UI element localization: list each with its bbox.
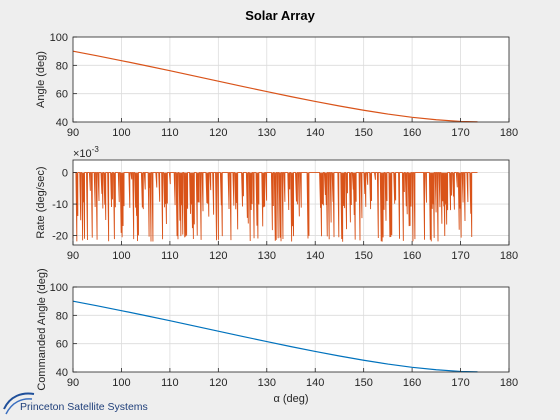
y-tick-label: -10	[52, 199, 68, 211]
y-tick-label: 80	[56, 60, 68, 72]
y-tick-label: 60	[56, 89, 68, 101]
x-tick-label: 130	[258, 250, 276, 262]
logo-text: Princeton Satellite Systems	[20, 401, 148, 413]
x-tick-label: 120	[209, 127, 227, 139]
rate-plot: 90 100 110 120 130 140 150 160 170 180 -20 -10 0 Rate…	[35, 145, 518, 262]
y-tick-label: -20	[52, 231, 68, 243]
x-tick-label: 100	[112, 250, 130, 262]
x-tick-label: 170	[451, 377, 469, 389]
x-tick-label: 90	[67, 127, 79, 139]
x-tick-label: 170	[451, 250, 469, 262]
y-tick-label: 60	[56, 339, 68, 351]
x-tick-label: 90	[67, 377, 79, 389]
x-tick-label: 150	[354, 250, 372, 262]
x-tick-label: 160	[403, 127, 421, 139]
y-tick-label: 100	[50, 32, 68, 44]
x-tick-label: 180	[500, 377, 518, 389]
x-tick-label: 140	[306, 377, 324, 389]
x-axis-label: α (deg)	[273, 393, 308, 405]
y-exponent-power: -3	[92, 145, 100, 154]
x-tick-label: 110	[161, 250, 179, 262]
x-tick-label: 140	[306, 127, 324, 139]
y-tick-label: 80	[56, 310, 68, 322]
x-tick-label: 120	[209, 377, 227, 389]
x-tick-label: 170	[451, 127, 469, 139]
y-tick-label: 0	[62, 168, 68, 180]
x-tick-label: 150	[354, 127, 372, 139]
x-tick-label: 180	[500, 127, 518, 139]
x-tick-label: 160	[403, 377, 421, 389]
x-tick-label: 110	[161, 377, 179, 389]
y-tick-label: 40	[56, 117, 68, 129]
y-tick-label: 100	[50, 282, 68, 294]
y-axis-label: Commanded Angle (deg)	[36, 268, 48, 390]
x-tick-label: 100	[112, 377, 130, 389]
x-tick-label: 140	[306, 250, 324, 262]
x-tick-label: 160	[403, 250, 421, 262]
y-tick-label: 40	[56, 367, 68, 379]
x-tick-label: 90	[67, 250, 79, 262]
y-axis-label: Angle (deg)	[35, 51, 47, 108]
x-tick-label: 100	[112, 127, 130, 139]
plot-area	[73, 37, 509, 122]
x-tick-label: 130	[258, 377, 276, 389]
x-tick-label: 120	[209, 250, 227, 262]
x-tick-label: 130	[258, 127, 276, 139]
x-tick-label: 150	[354, 377, 372, 389]
plot-area	[73, 287, 509, 372]
x-tick-label: 180	[500, 250, 518, 262]
figure-title: Solar Array	[245, 8, 315, 23]
y-axis-label: Rate (deg/sec)	[35, 166, 47, 238]
x-tick-label: 110	[161, 127, 179, 139]
